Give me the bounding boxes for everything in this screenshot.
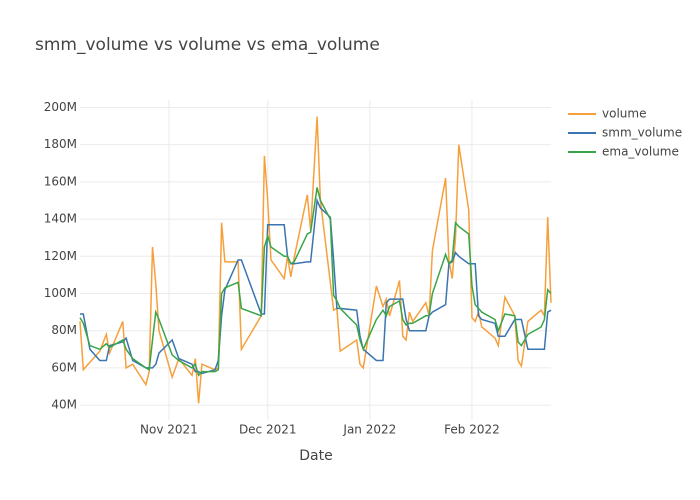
series-line [80,197,552,375]
x-tick-label: Jan 2022 [342,423,396,437]
y-tick-label: 60M [51,360,77,374]
chart-title: smm_volume vs volume vs ema_volume [35,35,380,55]
y-tick-label: 180M [44,137,77,151]
legend-label: volume [602,107,646,121]
legend-label: ema_volume [602,145,679,159]
x-tick-label: Dec 2021 [239,423,297,437]
y-tick-label: 100M [44,286,77,300]
y-tick-label: 200M [44,100,77,114]
legend-label: smm_volume [602,126,682,140]
x-axis-title: Date [299,448,332,464]
y-tick-label: 160M [44,174,77,188]
y-tick-label: 140M [44,212,77,226]
y-tick-label: 80M [51,323,77,337]
series-line [79,187,552,377]
x-tick-label: Feb 2022 [444,423,500,437]
y-tick-label: 40M [51,398,77,412]
x-tick-label: Nov 2021 [140,423,198,437]
series-line [79,116,552,404]
y-tick-label: 120M [44,249,77,263]
